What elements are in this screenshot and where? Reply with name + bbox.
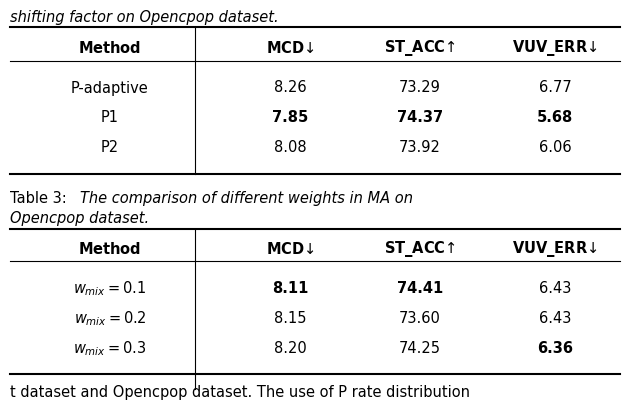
Text: shifting factor on Opencpop dataset.: shifting factor on Opencpop dataset.: [10, 10, 278, 25]
Text: 73.60: 73.60: [399, 311, 441, 326]
Text: 74.25: 74.25: [399, 341, 441, 356]
Text: t dataset and Opencpop dataset. The use of P rate distribution: t dataset and Opencpop dataset. The use …: [10, 384, 470, 399]
Text: 6.36: 6.36: [537, 341, 573, 356]
Text: 8.20: 8.20: [273, 341, 306, 356]
Text: 73.29: 73.29: [399, 80, 441, 95]
Text: The comparison of different weights in MA on: The comparison of different weights in M…: [80, 191, 413, 205]
Text: 74.37: 74.37: [397, 110, 443, 125]
Text: $\mathbf{ST\_ACC}$↑: $\mathbf{ST\_ACC}$↑: [384, 38, 456, 58]
Text: $\mathbf{Method}$: $\mathbf{Method}$: [78, 240, 142, 256]
Text: $w_{mix} = 0.3$: $w_{mix} = 0.3$: [74, 339, 147, 357]
Text: P-adaptive: P-adaptive: [71, 80, 149, 95]
Text: 6.43: 6.43: [539, 311, 571, 326]
Text: 8.15: 8.15: [274, 311, 306, 326]
Text: 73.92: 73.92: [399, 140, 441, 155]
Text: $\mathbf{ST\_ACC}$↑: $\mathbf{ST\_ACC}$↑: [384, 238, 456, 258]
Text: 74.41: 74.41: [397, 281, 443, 296]
Text: 8.26: 8.26: [273, 80, 306, 95]
Text: 8.08: 8.08: [273, 140, 306, 155]
Text: $\mathbf{VUV\_ERR}$↓: $\mathbf{VUV\_ERR}$↓: [512, 38, 598, 58]
Text: P2: P2: [101, 140, 119, 155]
Text: 8.11: 8.11: [272, 281, 308, 296]
Text: Table 3:: Table 3:: [10, 191, 67, 205]
Text: $w_{mix} = 0.1$: $w_{mix} = 0.1$: [74, 279, 147, 298]
Text: $w_{mix} = 0.2$: $w_{mix} = 0.2$: [74, 309, 146, 328]
Text: 7.85: 7.85: [272, 110, 308, 125]
Text: $\mathbf{MCD}$↓: $\mathbf{MCD}$↓: [266, 40, 314, 56]
Text: $\mathbf{Method}$: $\mathbf{Method}$: [78, 40, 142, 56]
Text: P1: P1: [101, 110, 119, 125]
Text: Opencpop dataset.: Opencpop dataset.: [10, 211, 149, 225]
Text: 6.77: 6.77: [539, 80, 571, 95]
Text: 6.43: 6.43: [539, 281, 571, 296]
Text: $\mathbf{VUV\_ERR}$↓: $\mathbf{VUV\_ERR}$↓: [512, 238, 598, 258]
Text: 5.68: 5.68: [537, 110, 573, 125]
Text: 6.06: 6.06: [539, 140, 571, 155]
Text: $\mathbf{MCD}$↓: $\mathbf{MCD}$↓: [266, 240, 314, 256]
